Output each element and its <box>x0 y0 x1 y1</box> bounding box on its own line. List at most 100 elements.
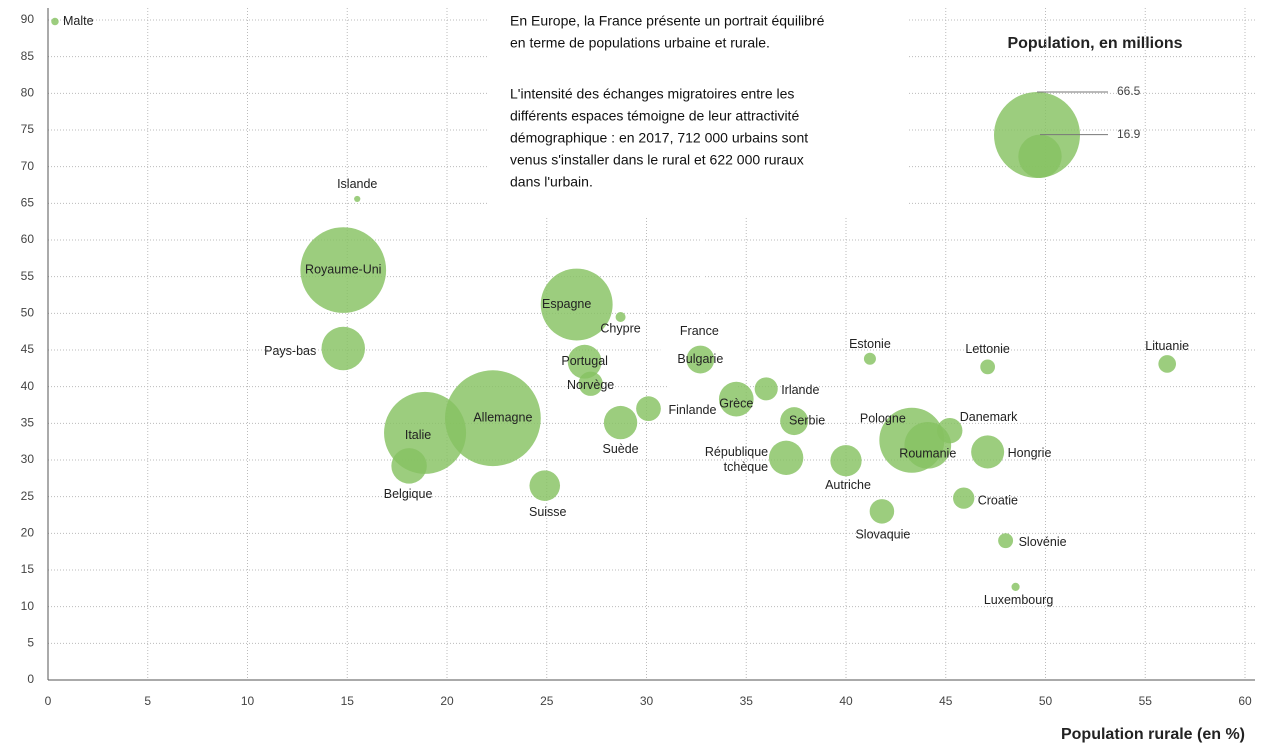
bubble <box>998 533 1014 549</box>
bubble <box>321 326 366 371</box>
bubble <box>300 227 387 313</box>
bubble <box>863 352 876 365</box>
bubble <box>718 381 754 417</box>
bubble <box>953 487 975 509</box>
y-tick-label: 40 <box>21 379 35 393</box>
y-tick-label: 25 <box>21 489 35 503</box>
y-tick-label: 55 <box>21 269 35 283</box>
bubble-label: Luxembourg <box>984 593 1054 607</box>
bubble-label: Italie <box>405 428 431 442</box>
bubble-label: Slovaquie <box>855 528 910 542</box>
bubble <box>529 470 561 501</box>
x-tick-label: 30 <box>640 694 654 708</box>
bubble-label: Islande <box>337 177 377 191</box>
y-tick-label: 0 <box>27 672 34 686</box>
y-tick-label: 45 <box>21 342 35 356</box>
y-tick-label: 80 <box>21 86 35 100</box>
y-tick-label: 5 <box>27 636 34 650</box>
y-tick-label: 60 <box>21 232 35 246</box>
bubble <box>768 440 804 475</box>
bubble-label: Croatie <box>978 493 1018 507</box>
x-tick-label: 40 <box>839 694 853 708</box>
y-tick-label: 35 <box>21 416 35 430</box>
annotation-line: L'intensité des échanges migratoires ent… <box>510 86 794 102</box>
bubble <box>1158 355 1177 373</box>
bubble-label: Danemark <box>960 410 1018 424</box>
bubble-label: Pologne <box>860 411 906 425</box>
x-tick-label: 15 <box>341 694 355 708</box>
size-legend-label: 16.9 <box>1117 127 1141 141</box>
x-tick-label: 10 <box>241 694 255 708</box>
bubble <box>980 359 996 375</box>
y-tick-label: 85 <box>21 49 35 63</box>
bubble-label: Finlande <box>668 403 716 417</box>
bubble <box>1011 582 1020 591</box>
annotation-line: venus s'installer dans le rural et 622 0… <box>510 152 804 168</box>
bubble <box>540 268 613 341</box>
bubble-label: Irlande <box>781 383 819 397</box>
bubble <box>391 448 427 484</box>
x-tick-label: 50 <box>1039 694 1053 708</box>
bubble <box>869 499 895 524</box>
y-tick-label: 70 <box>21 159 35 173</box>
bubble <box>686 345 715 374</box>
bubble-label: Lituanie <box>1145 339 1189 353</box>
annotation-line: différents espaces témoigne de leur attr… <box>510 108 799 124</box>
bubble-label: Autriche <box>825 478 871 492</box>
bubble-label: République tchèque <box>705 445 768 474</box>
annotation-box <box>487 0 908 218</box>
bubble <box>636 396 661 422</box>
bubble <box>567 344 602 379</box>
bubble <box>780 407 809 436</box>
bubble <box>578 371 603 396</box>
bubble-label: Belgique <box>384 487 433 501</box>
bubble <box>937 417 963 444</box>
bubble-label: Chypre <box>600 321 640 335</box>
annotation-line: démographique : en 2017, 712 000 urbains… <box>510 130 808 146</box>
bubble-label: Suisse <box>529 505 567 519</box>
annotation-line: dans l'urbain. <box>510 174 593 190</box>
size-legend-bubble <box>1018 134 1062 178</box>
bubble <box>830 445 862 477</box>
bubble-label: Malte <box>63 14 94 28</box>
x-tick-label: 55 <box>1139 694 1153 708</box>
x-tick-label: 45 <box>939 694 953 708</box>
x-tick-label: 25 <box>540 694 554 708</box>
size-legend-title: Population, en millions <box>1007 35 1182 52</box>
bubble-label: Royaume-Uni <box>305 262 381 276</box>
bubble-label: Norvège <box>567 378 614 392</box>
y-tick-label: 90 <box>21 12 35 26</box>
y-tick-label: 10 <box>21 599 35 613</box>
y-tick-label: 15 <box>21 562 35 576</box>
y-tick-label: 20 <box>21 526 35 540</box>
bubble-label: France <box>680 324 719 338</box>
x-tick-label: 35 <box>740 694 754 708</box>
annotation-line: en terme de populations urbaine et rural… <box>510 35 770 51</box>
y-tick-label: 65 <box>21 196 35 210</box>
bubble <box>615 311 626 323</box>
bubble-label: Grèce <box>719 396 753 410</box>
bubble-label: Suède <box>602 442 638 456</box>
bubble-label: Estonie <box>849 337 891 351</box>
bubble-label: Pays-bas <box>264 344 316 358</box>
bubble-label: Bulgarie <box>677 352 723 366</box>
y-tick-label: 50 <box>21 306 35 320</box>
x-tick-label: 60 <box>1238 694 1252 708</box>
bubble-label: Serbie <box>789 413 825 427</box>
bubble-label: Hongrie <box>1008 446 1052 460</box>
annotation-line: En Europe, la France présente un portrai… <box>510 13 825 29</box>
bubble-label: Espagne <box>542 297 591 311</box>
bubble <box>971 435 1005 469</box>
bubble <box>51 17 59 26</box>
bubble <box>444 370 541 467</box>
bubble-label: Roumanie <box>899 447 956 461</box>
bubble-label: Portugal <box>561 354 608 368</box>
bubble-label: Allemagne <box>473 410 532 424</box>
x-tick-label: 0 <box>45 694 52 708</box>
y-tick-label: 30 <box>21 452 35 466</box>
y-tick-label: 75 <box>21 122 35 136</box>
bubble-label: Slovénie <box>1019 535 1067 549</box>
bubble <box>754 377 778 401</box>
bubble <box>603 405 638 440</box>
